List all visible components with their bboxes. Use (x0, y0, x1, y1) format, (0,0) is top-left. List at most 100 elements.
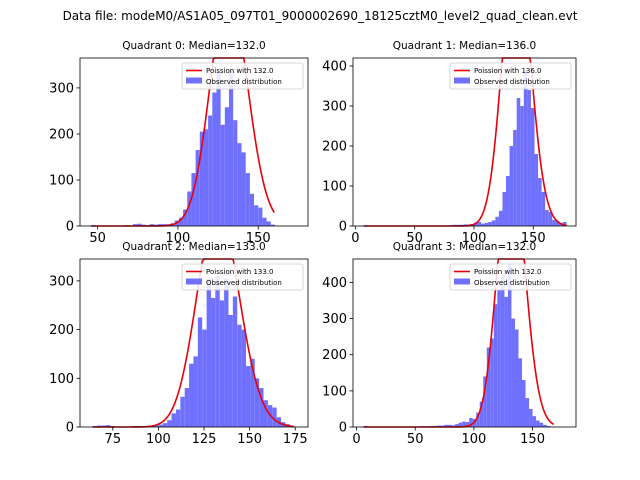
y-tick-label: 0 (66, 421, 74, 436)
hist-bar (511, 318, 515, 427)
hist-bar (514, 329, 519, 427)
y-tick-label: 100 (49, 173, 74, 188)
hist-bar (224, 107, 230, 226)
hist-bar (548, 212, 553, 226)
x-tick-label: 125 (192, 432, 217, 447)
hist-bar (262, 217, 267, 226)
hist-bar (479, 401, 484, 427)
hist-bar (220, 124, 225, 226)
hist-bar (552, 220, 556, 226)
y-tick-label: 300 (49, 274, 74, 289)
hist-bar (536, 420, 540, 427)
y-tick-label: 300 (49, 81, 74, 96)
hist-bar (493, 304, 498, 427)
legend-line-label: Poission with 132.0 (474, 268, 542, 276)
hist-bar (178, 217, 184, 226)
hist-bar (538, 178, 542, 226)
x-tick-label: 100 (146, 432, 171, 447)
subplot-title: Quadrant 1: Median=136.0 (393, 40, 536, 52)
hist-bar (270, 224, 275, 226)
hist-bar (175, 409, 181, 427)
hist-bar (541, 192, 546, 226)
y-tick-label: 400 (322, 60, 347, 75)
hist-bar (212, 92, 217, 227)
legend-line-label: Poission with 136.0 (474, 67, 542, 75)
x-tick-label: 150 (237, 432, 262, 447)
hist-bar (490, 338, 494, 427)
hist-bar (545, 210, 549, 226)
hist-bar (451, 425, 456, 427)
hist-bar (500, 275, 505, 427)
figure-suptitle: Data file: modeM0/AS1A05_097T01_90000026… (62, 9, 578, 23)
hist-bar (473, 222, 478, 226)
axes-frame (352, 57, 577, 227)
hist-bar (530, 108, 535, 226)
hist-bar (193, 356, 198, 427)
hist-bar (532, 416, 537, 427)
hist-bar (189, 363, 194, 427)
y-tick-label: 0 (339, 220, 347, 235)
subplot-q0: 50 100 150 0 100 200 300 Quadrant 0: Median=132… (49, 40, 309, 246)
hist-bar (202, 329, 207, 427)
hist-bar (448, 424, 452, 427)
legend-box (181, 62, 304, 90)
legend-hist-swatch (454, 77, 470, 84)
hist-bar (132, 224, 138, 226)
hist-bar (249, 193, 255, 226)
hist-bar (162, 423, 168, 427)
hist-bar (219, 300, 225, 427)
y-tick-label: 200 (49, 127, 74, 142)
hist-bar (469, 417, 473, 427)
hist-bar (266, 221, 271, 226)
y-tick-label: 100 (322, 384, 347, 399)
hist-bar (518, 358, 523, 427)
legend-hist-swatch (454, 278, 470, 285)
legend: Poission with 132.0 Observed distribution (449, 263, 572, 291)
x-tick-label: 50 (407, 432, 424, 447)
x-tick-label: 175 (283, 432, 308, 447)
hist-bar (543, 424, 547, 427)
hist-bar (237, 143, 242, 226)
subplot-title: Quadrant 0: Median=132.0 (122, 40, 265, 52)
hist-bar (476, 412, 480, 427)
hist-bar (481, 223, 485, 226)
subplot-title: Quadrant 3: Median=132.0 (393, 241, 536, 253)
hist-bar (241, 152, 246, 226)
legend-hist-swatch (186, 278, 202, 285)
hist-bar (241, 329, 246, 427)
legend-box (449, 263, 572, 291)
x-tick-label: 100 (462, 231, 487, 246)
hist-bar (258, 207, 263, 226)
hist-bar (180, 396, 185, 427)
hist-bar (167, 420, 172, 427)
y-tick-label: 0 (66, 220, 74, 235)
legend-hist-label: Observed distribution (206, 279, 282, 287)
hist-bar (509, 146, 514, 226)
hist-bar (504, 296, 508, 427)
hist-bar (250, 358, 255, 427)
y-tick-label: 200 (322, 348, 347, 363)
hist-bar (497, 289, 501, 427)
hist-bar (502, 192, 507, 226)
hist-bar (149, 224, 154, 226)
x-tick-label: 100 (461, 432, 486, 447)
hist-bar (158, 224, 163, 226)
hist-bar (228, 315, 233, 427)
hist-bar (555, 220, 560, 226)
hist-bar (254, 378, 260, 427)
hist-bar (245, 173, 250, 226)
hist-bar (523, 70, 528, 226)
hist-bar (245, 366, 251, 427)
legend: Poission with 133.0 Observed distribution (181, 263, 304, 291)
hist-bar (137, 223, 142, 226)
axes-frame (352, 258, 577, 428)
hist-bar (197, 317, 203, 427)
hist-bar (105, 425, 111, 427)
legend-hist-label: Observed distribution (206, 78, 282, 86)
hist-bar (562, 222, 567, 226)
hist-bar (525, 398, 530, 427)
hist-bar (539, 422, 544, 427)
hist-bar (534, 154, 539, 226)
hist-bar (191, 173, 196, 226)
